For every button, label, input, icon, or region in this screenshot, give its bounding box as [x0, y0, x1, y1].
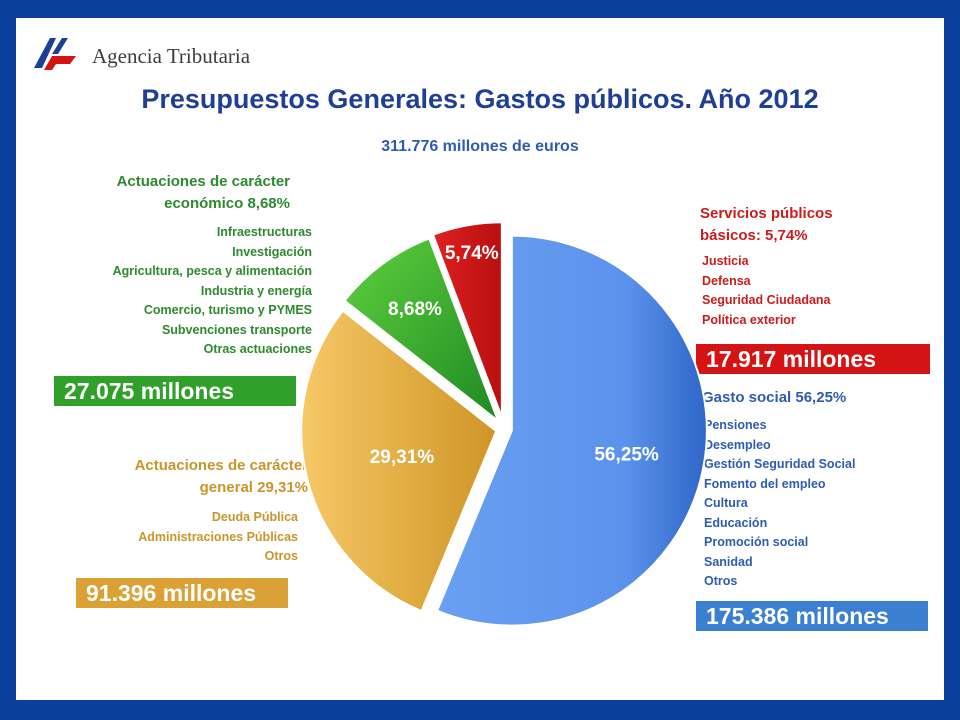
list-item: Otros: [264, 549, 298, 563]
page-title: Presupuestos Generales: Gastos públicos.…: [141, 84, 819, 114]
pie-slice-gasto-social: [435, 234, 708, 627]
list-item: Seguridad Ciudadana: [702, 293, 831, 307]
basicos-amount: 17.917 millones: [696, 344, 930, 374]
economico-title: Actuaciones de carácter económico 8,68%: [117, 171, 290, 215]
list-item: Política exterior: [702, 312, 796, 327]
list-item: Infraestructuras: [216, 225, 312, 239]
list-item: Educación: [704, 515, 768, 530]
list-item: Comercio, turismo y PYMES: [143, 303, 312, 317]
list-item: Cultura: [704, 496, 748, 510]
slide: Agencia Tributaria Presupuestos Generale…: [16, 18, 944, 700]
list-item: Investigación: [232, 244, 312, 259]
social-title: Gasto social 56,25%: [702, 389, 847, 406]
list-item: Gestión Seguridad Social: [704, 457, 856, 471]
list-item: Administraciones Públicas: [138, 529, 298, 544]
list-item: Desempleo: [704, 437, 771, 452]
list-item: Industria y energía: [200, 283, 312, 298]
general-title-line1: Actuaciones de carácter: [134, 457, 308, 474]
list-item: Otros: [704, 574, 738, 588]
basicos-title-line1: Servicios públicos: [700, 205, 833, 222]
pie-chart: 56,25% 29,31% 8,68% 5,74%: [300, 221, 708, 627]
list-item: Fomento del empleo: [704, 476, 826, 491]
page-subtitle: 311.776 millones de euros: [381, 138, 579, 155]
list-item: Justicia: [702, 254, 749, 268]
pie-slice-label: 5,74%: [445, 243, 499, 264]
general-items: Deuda Pública Administraciones Públicas …: [138, 508, 298, 567]
list-item: Deuda Pública: [211, 510, 298, 524]
general-title-line2: general 29,31%: [199, 479, 308, 496]
list-item: Defensa: [702, 273, 751, 288]
list-item: Pensiones: [704, 418, 767, 432]
general-amount: 91.396 millones: [76, 578, 288, 608]
basicos-title: Servicios públicos básicos: 5,74%: [700, 203, 833, 247]
basicos-title-line2: básicos: 5,74%: [700, 227, 808, 244]
social-items: Pensiones Desempleo Gestión Seguridad So…: [704, 416, 855, 592]
basicos-items: Justicia Defensa Seguridad Ciudadana Pol…: [702, 252, 831, 330]
list-item: Promoción social: [704, 535, 809, 549]
economico-amount: 27.075 millones: [54, 376, 296, 406]
economico-title-line2: económico 8,68%: [164, 195, 290, 212]
pie-slice-label: 8,68%: [388, 299, 442, 320]
list-item: Agricultura, pesca y alimentación: [112, 264, 312, 278]
logo-text: Agencia Tributaria: [92, 44, 251, 68]
pie-slice-label: 56,25%: [594, 444, 659, 465]
logo-mark-icon: [34, 38, 76, 70]
pie-center-dot: [496, 421, 512, 437]
pie-slice-general: [300, 309, 498, 613]
social-amount: 175.386 millones: [696, 601, 928, 631]
pie-slice-label: 29,31%: [370, 447, 435, 468]
pie-slice-economico: [343, 237, 501, 424]
agencia-tributaria-logo: Agencia Tributaria: [30, 34, 250, 74]
list-item: Subvenciones transporte: [161, 322, 312, 337]
list-item: Otras actuaciones: [203, 342, 312, 356]
pie-slice-basicos: [431, 221, 503, 418]
general-title: Actuaciones de carácter general 29,31%: [135, 455, 308, 499]
list-item: Sanidad: [704, 554, 753, 569]
economico-items: Infraestructuras Investigación Agricultu…: [113, 223, 312, 360]
economico-title-line1: Actuaciones de carácter: [116, 173, 290, 190]
